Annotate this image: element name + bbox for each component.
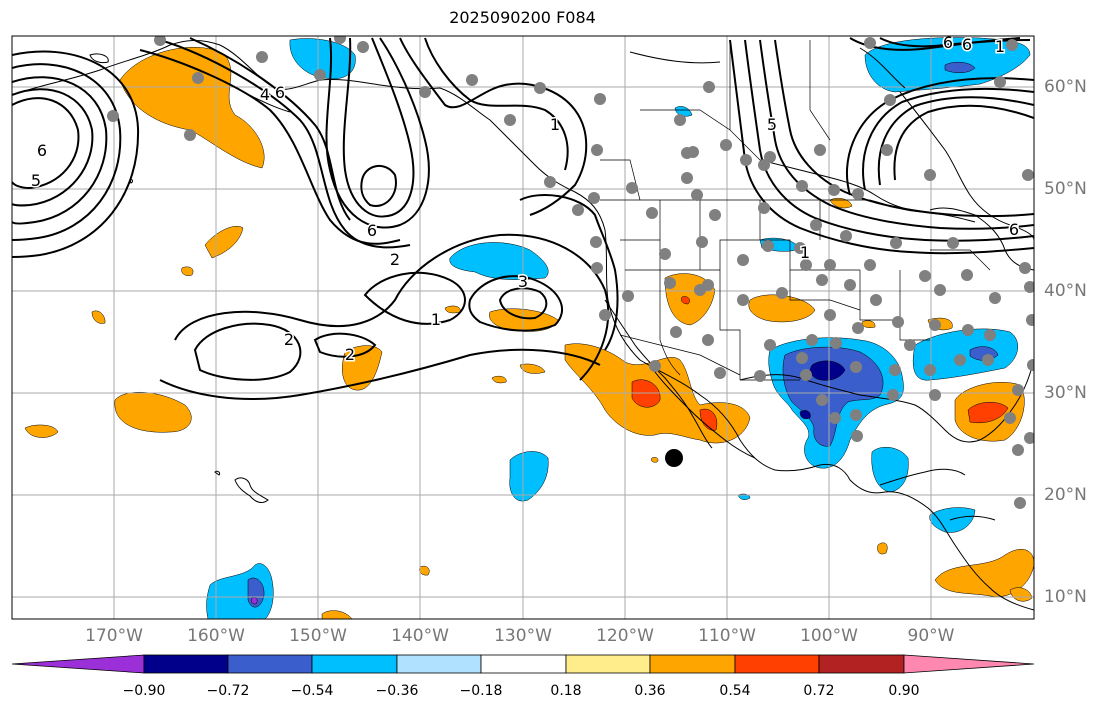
lon-label: 170°W: [85, 626, 143, 646]
contour-label: 2: [390, 250, 400, 269]
colorbar: [11, 654, 1035, 674]
lat-label: 40°N: [1044, 281, 1087, 301]
station-markers: [107, 36, 1034, 509]
lat-label: 50°N: [1044, 179, 1087, 199]
colorbar-segment: [565, 654, 651, 674]
colorbar-segment: [649, 654, 736, 674]
lat-label: 10°N: [1044, 587, 1087, 607]
colorbar-tick-label: 0.90: [888, 683, 920, 699]
colorbar-segment: [818, 654, 905, 674]
contour-label: 6: [943, 33, 953, 52]
contour-label: 1: [550, 115, 560, 134]
positive-anomaly-shading: [24, 47, 1034, 619]
contour-label: 6: [367, 221, 377, 240]
contour-label: 4: [260, 85, 270, 104]
colorbar-tick-label: −0.54: [290, 683, 334, 699]
contour-label: 1: [431, 310, 441, 329]
lon-label: 100°W: [800, 626, 858, 646]
contour-label: 6: [275, 83, 285, 102]
contour-labels: 6 5 6 2 1 3 2 2 1 6 1 4 5 6 1 6 6: [29, 32, 1020, 366]
colorbar-high-extension: [903, 654, 1035, 674]
lat-label: 30°N: [1044, 383, 1087, 403]
lon-label: 150°W: [289, 626, 347, 646]
lat-label: 60°N: [1044, 77, 1087, 97]
colorbar-segment: [311, 654, 398, 674]
colorbar-tick-label: −0.72: [206, 683, 250, 699]
colorbar-segment: [227, 654, 313, 674]
lon-label: 90°W: [907, 626, 955, 646]
contour-label: 6: [1009, 220, 1019, 239]
contour-label: 1: [800, 243, 810, 262]
colorbar-tick-label: 0.18: [550, 683, 582, 699]
colorbar-tick-label: 0.36: [634, 683, 666, 699]
contour-label: 5: [767, 115, 777, 134]
contours: [12, 37, 1034, 400]
colorbar-segment: [396, 654, 482, 674]
colorbar-tick-label: 0.72: [803, 683, 835, 699]
map-title: 2025090200 F084: [449, 8, 596, 27]
contour-label: 2: [284, 330, 294, 349]
colorbar-segment: [480, 654, 567, 674]
marked-location-dot: [665, 449, 683, 467]
colorbar-tick-label: −0.90: [122, 683, 166, 699]
colorbar-tick-label: 0.54: [719, 683, 751, 699]
lat-label: 20°N: [1044, 485, 1087, 505]
contour-label: 2: [345, 345, 355, 364]
lon-label: 140°W: [391, 626, 449, 646]
contour-label: 3: [518, 272, 528, 291]
contour-label: 5: [31, 171, 41, 190]
map-frame: [11, 35, 1035, 620]
lon-label: 130°W: [494, 626, 552, 646]
contour-label: 6: [962, 35, 972, 54]
contour-label: 1: [995, 37, 1005, 56]
colorbar-segment: [734, 654, 820, 674]
contour-label: 6: [37, 141, 47, 160]
colorbar-segment: [143, 654, 229, 674]
lon-label: 160°W: [187, 626, 245, 646]
lon-label: 120°W: [596, 626, 654, 646]
colorbar-tick-label: −0.36: [375, 683, 419, 699]
colorbar-tick-label: −0.18: [459, 683, 503, 699]
colorbar-low-extension: [11, 654, 145, 674]
lon-label: 110°W: [698, 626, 756, 646]
